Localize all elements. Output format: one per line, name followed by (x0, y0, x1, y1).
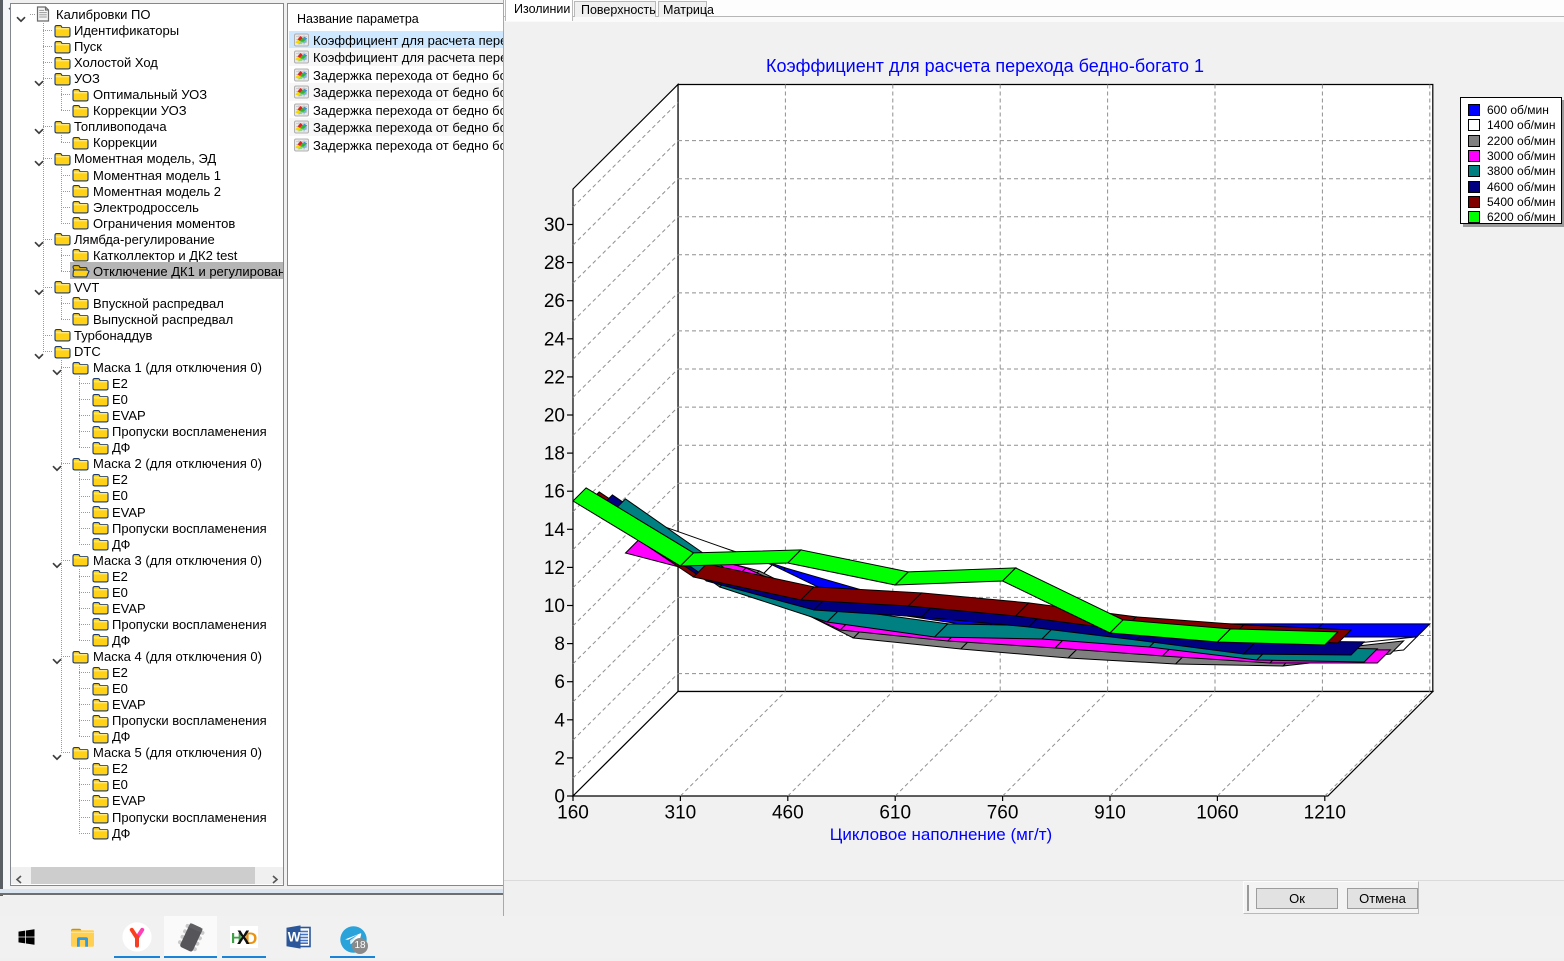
svg-text:610: 610 (879, 803, 911, 824)
svg-text:20: 20 (544, 406, 565, 427)
svg-text:X: X (237, 928, 250, 948)
svg-text:30: 30 (544, 215, 565, 236)
svg-text:760: 760 (987, 803, 1019, 824)
svg-text:2: 2 (554, 748, 565, 769)
svg-text:10: 10 (544, 596, 565, 617)
svg-text:22: 22 (544, 367, 565, 388)
svg-text:16: 16 (544, 482, 565, 503)
svg-text:24: 24 (544, 329, 566, 350)
svg-text:W: W (288, 930, 301, 945)
svg-text:26: 26 (544, 291, 565, 312)
svg-text:6: 6 (554, 672, 565, 693)
svg-text:12: 12 (544, 558, 565, 579)
svg-text:Коэффициент для расчета перехо: Коэффициент для расчета перехода бедно-б… (766, 56, 1204, 76)
svg-text:1210: 1210 (1304, 803, 1346, 824)
svg-text:H: H (231, 930, 242, 947)
svg-text:14: 14 (544, 520, 566, 541)
svg-text:28: 28 (544, 253, 565, 274)
svg-text:8: 8 (554, 634, 565, 655)
svg-text:D: D (245, 929, 257, 948)
svg-text:4: 4 (554, 710, 565, 731)
svg-text:310: 310 (665, 803, 697, 824)
svg-text:1060: 1060 (1196, 803, 1238, 824)
svg-text:160: 160 (557, 803, 589, 824)
svg-text:0: 0 (554, 787, 565, 808)
svg-text:910: 910 (1094, 803, 1126, 824)
svg-text:460: 460 (772, 803, 804, 824)
svg-text:18: 18 (544, 444, 565, 465)
svg-text:Цикловое наполнение (мг/т): Цикловое наполнение (мг/т) (830, 825, 1052, 844)
